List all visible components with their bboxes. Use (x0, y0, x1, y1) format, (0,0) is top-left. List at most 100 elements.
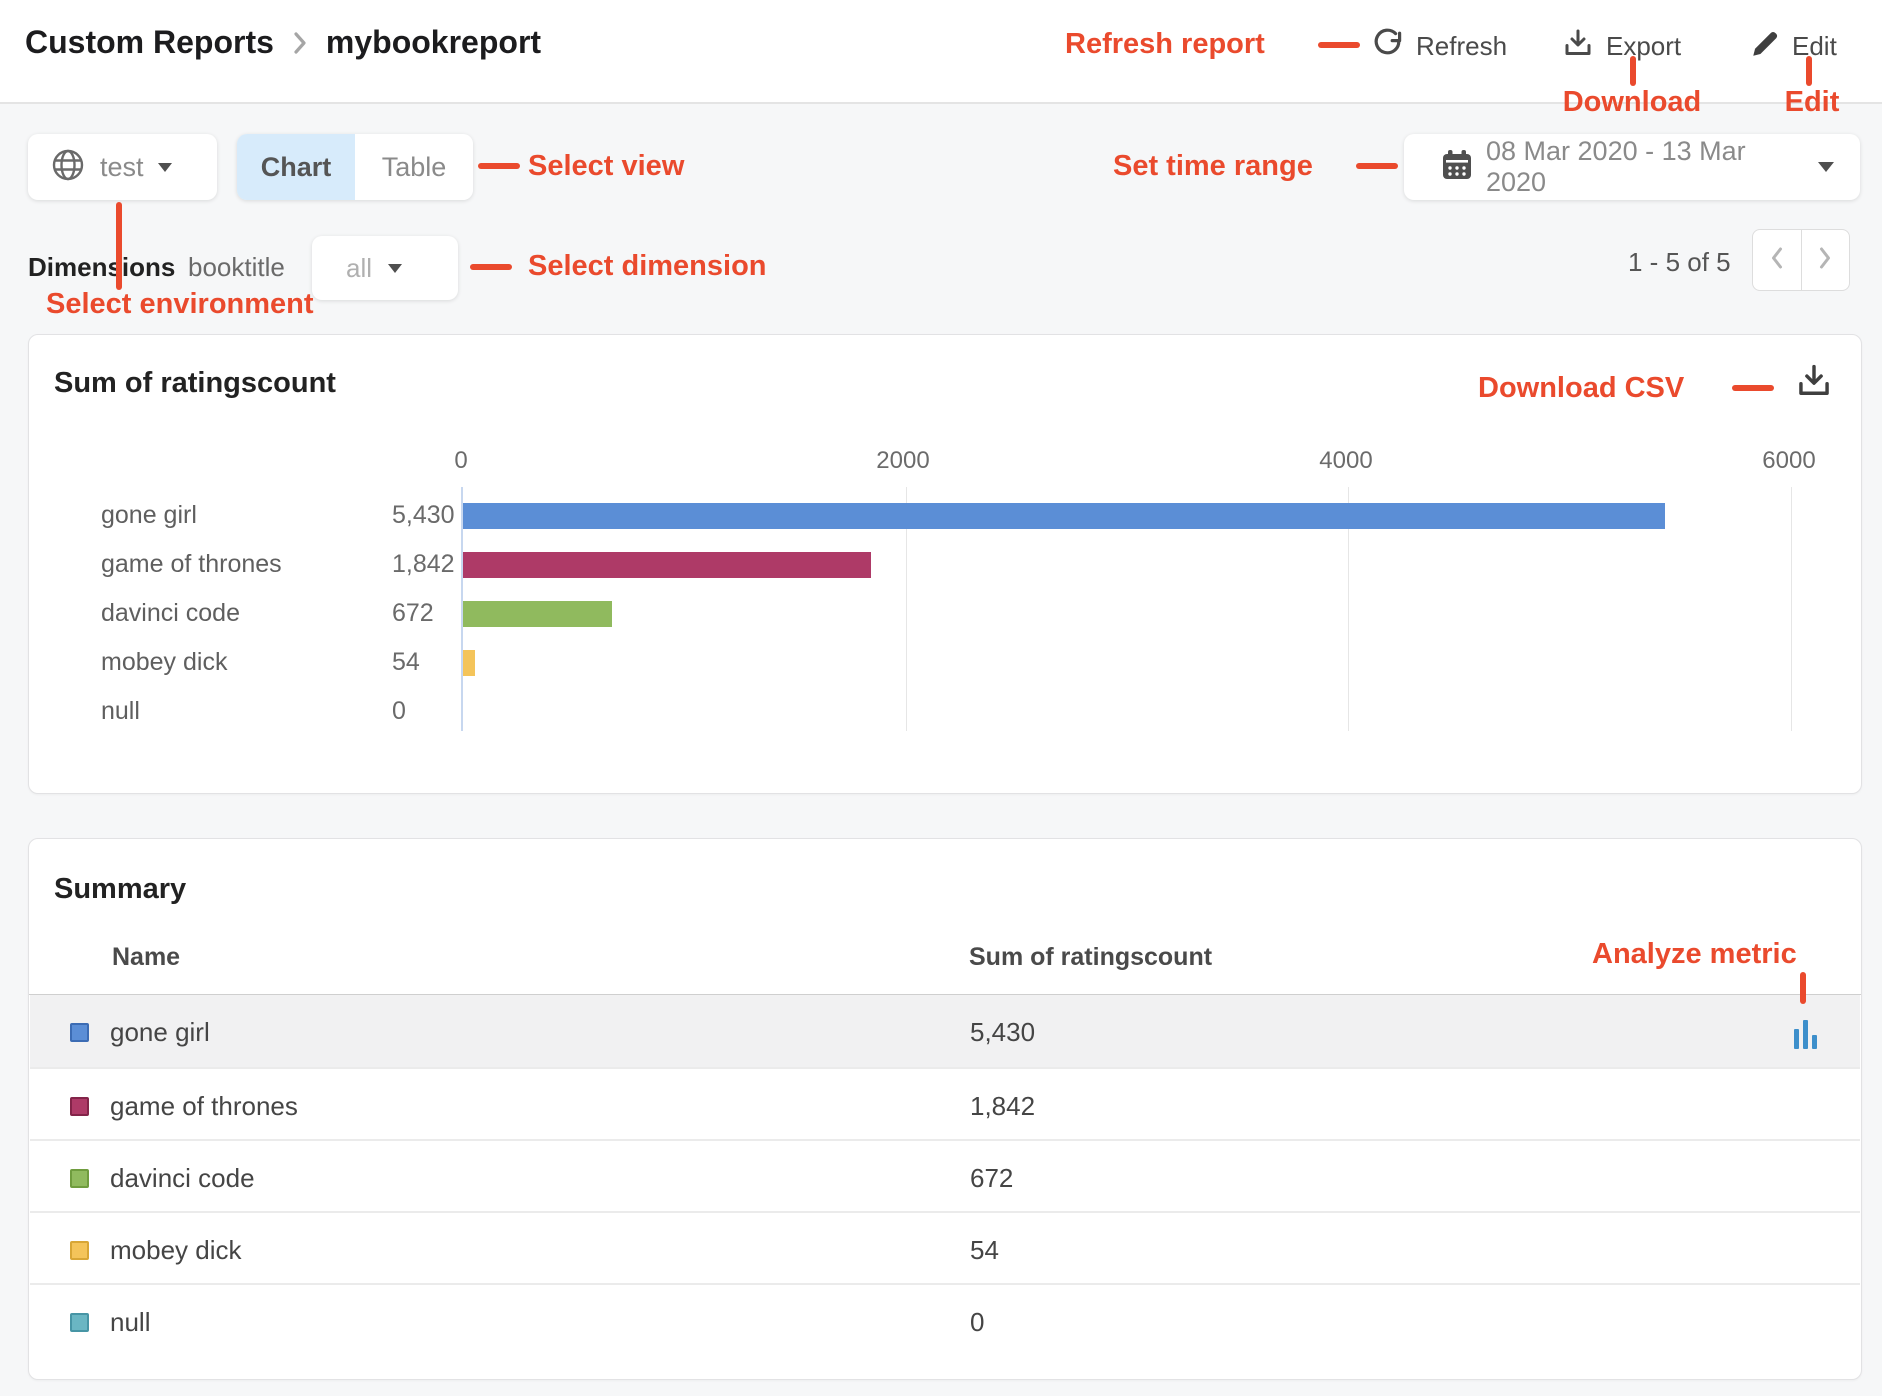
caret-down-icon (388, 263, 403, 273)
edit-label: Edit (1792, 31, 1837, 61)
annotation-line (1630, 56, 1636, 86)
chart-category-label: davinci code (101, 599, 240, 627)
tab-chart[interactable]: Chart (237, 134, 355, 200)
annotation-line (1356, 163, 1398, 169)
bar-gone-girl[interactable] (463, 503, 1665, 529)
annotation-set-time-range: Set time range (1113, 150, 1313, 182)
gridline (905, 487, 907, 731)
annotation-download-csv: Download CSV (1478, 372, 1685, 404)
chart-value-label: 1,842 (392, 550, 455, 578)
table-row[interactable]: gone girl 5,430 (30, 995, 1860, 1067)
bar-mobey-dick[interactable] (463, 650, 475, 676)
date-range-value: 08 Mar 2020 - 13 Mar 2020 (1486, 136, 1746, 197)
gridline (1791, 487, 1792, 731)
bar-davinci-code[interactable] (463, 601, 612, 627)
dimension-value-dropdown[interactable]: all (312, 236, 458, 300)
row-name: null (110, 1307, 151, 1337)
annotation-select-environment: Select environment (46, 288, 314, 320)
chart-category-label: null (101, 697, 140, 725)
bar-game-of-thrones[interactable] (463, 552, 871, 578)
x-tick: 0 (454, 447, 468, 474)
annotation-line (470, 264, 512, 270)
dimension-name: booktitle (188, 252, 285, 282)
annotation-refresh-report: Refresh report (1065, 28, 1265, 60)
row-value: 54 (970, 1235, 999, 1265)
pagination-prev-button[interactable] (1753, 230, 1802, 290)
series-swatch (70, 1313, 89, 1332)
row-value: 1,842 (970, 1091, 1036, 1121)
annotation-line (1318, 42, 1360, 48)
annotation-line (478, 163, 520, 169)
environment-dropdown[interactable]: test (28, 134, 217, 200)
pagination-controls (1752, 229, 1850, 291)
analyze-metric-icon[interactable] (1794, 1013, 1834, 1049)
header-bar: Custom Reports mybookreport Refresh Expo… (0, 0, 1882, 104)
chart-card: Sum of ratingscount 0 2000 4000 6000 gon… (28, 334, 1862, 794)
column-header-name: Name (112, 943, 181, 971)
globe-icon (50, 147, 86, 188)
annotation-select-view: Select view (528, 150, 685, 182)
edit-button[interactable]: Edit (1750, 29, 1837, 64)
series-swatch (70, 1023, 89, 1042)
refresh-button[interactable]: Refresh (1372, 28, 1507, 65)
summary-title: Summary (54, 873, 187, 905)
caret-down-icon (157, 162, 172, 172)
dimension-selected-value: all (346, 252, 373, 283)
pencil-icon (1750, 29, 1780, 64)
annotation-analyze-metric: Analyze metric (1592, 938, 1797, 970)
pagination-next-button[interactable] (1802, 230, 1850, 290)
annotation-line (1732, 385, 1774, 391)
gridline (1348, 487, 1350, 731)
series-swatch (70, 1169, 89, 1188)
annotation-line (1800, 972, 1806, 1004)
header-divider (29, 994, 1861, 995)
refresh-icon (1372, 28, 1404, 65)
table-row[interactable]: null 0 (30, 1283, 1860, 1355)
chart-value-label: 54 (392, 648, 420, 676)
date-range-picker[interactable]: 08 Mar 2020 - 13 Mar 2020 (1404, 134, 1860, 200)
chart-plot-area (461, 487, 1792, 731)
table-row[interactable]: mobey dick 54 (30, 1211, 1860, 1283)
annotation-line (1806, 56, 1812, 86)
refresh-label: Refresh (1416, 31, 1508, 61)
chart-category-label: mobey dick (101, 648, 228, 676)
annotation-download: Download (1562, 86, 1702, 118)
export-button[interactable]: Export (1562, 28, 1681, 65)
annotation-select-dimension: Select dimension (528, 250, 767, 282)
table-row[interactable]: davinci code 672 (30, 1139, 1860, 1211)
chart-value-label: 5,430 (392, 501, 455, 529)
table-row[interactable]: game of thrones 1,842 (30, 1067, 1860, 1139)
download-csv-button[interactable] (1795, 363, 1833, 406)
breadcrumb-current: mybookreport (325, 24, 542, 60)
row-value: 5,430 (970, 1017, 1036, 1047)
x-tick: 4000 (1319, 447, 1373, 474)
tab-table[interactable]: Table (355, 134, 473, 200)
column-header-sum: Sum of ratingscount (969, 943, 1213, 971)
chart-category-label: game of thrones (101, 550, 282, 578)
row-value: 672 (970, 1163, 1014, 1193)
pagination-range: 1 - 5 of 5 (1628, 247, 1731, 277)
download-icon (1562, 28, 1594, 65)
breadcrumb-root[interactable]: Custom Reports (25, 24, 274, 60)
annotation-line (116, 202, 122, 290)
chart-value-label: 672 (392, 599, 434, 627)
annotation-edit: Edit (1784, 86, 1840, 118)
series-swatch (70, 1241, 89, 1260)
environment-value: test (100, 151, 144, 182)
chevron-right-icon (290, 29, 310, 57)
row-name: mobey dick (110, 1235, 242, 1265)
row-name: game of thrones (110, 1091, 298, 1121)
chevron-right-icon (1816, 243, 1834, 278)
summary-card: Summary Name Sum of ratingscount gone gi… (28, 838, 1862, 1380)
chevron-left-icon (1768, 243, 1786, 278)
chart-title: Sum of ratingscount (54, 367, 336, 399)
view-tabs: Chart Table (237, 134, 473, 200)
x-tick: 2000 (876, 447, 930, 474)
calendar-icon (1440, 148, 1474, 187)
row-value: 0 (970, 1307, 985, 1337)
export-label: Export (1606, 31, 1682, 61)
row-name: davinci code (110, 1163, 255, 1193)
x-tick: 6000 (1762, 447, 1816, 474)
row-name: gone girl (110, 1017, 210, 1047)
